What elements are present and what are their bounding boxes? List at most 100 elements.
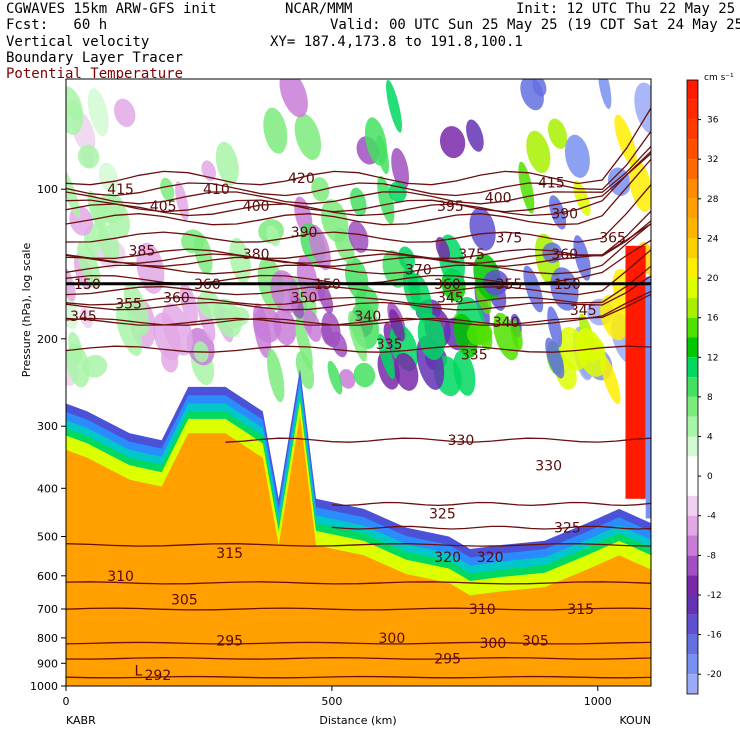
y-tick-label: 400 [37,482,58,495]
theta-contour [66,345,651,353]
theta-contours [66,107,651,679]
contour-label: 355 [115,297,142,313]
velocity-cell [181,229,205,254]
contour-label: 305 [171,593,198,609]
colorbar-band [687,416,698,437]
contour-label: 350 [291,290,318,306]
colorbar-label: 28 [707,195,719,205]
theta-contour [66,275,651,311]
theta-contour [66,220,651,264]
theta-contour [66,657,651,660]
contour-label: 360 [163,290,190,306]
velocity-cell [353,362,376,388]
contour-label: 315 [567,602,594,618]
theta-contour [66,107,651,186]
velocity-cell [439,126,466,159]
theta-contour [66,607,651,611]
colorbar-label: 8 [707,393,713,403]
velocity-cell [222,306,250,328]
contour-label: 295 [434,651,461,667]
colorbar-band [687,595,698,615]
contour-labels: 415 410 420 405 400 395 400 415 390 390 375 385 380 3… [70,171,626,684]
theta-contour [331,525,651,530]
velocity-cell [198,289,220,319]
velocity-cell [377,175,395,224]
plot-frame [65,78,652,687]
updraft-column [625,245,646,499]
theta-contour [66,153,651,213]
contour-label: 420 [288,171,315,187]
velocity-cell [407,270,420,306]
contour-label: 300 [379,631,406,647]
velocity-cell [348,220,369,253]
colorbar-band [687,357,698,378]
contour-label: 345 [437,290,464,306]
velocity-cell [614,114,637,167]
contour-label: 320 [434,550,461,566]
theta-contour [66,158,651,226]
colorbar-label: 12 [707,353,718,363]
velocity-cell [435,236,450,262]
velocity-cell [79,307,93,329]
colorbar-band [687,456,698,496]
field-potential-temperature: Potential Temperature [6,66,184,82]
velocity-cell [532,79,547,97]
velocity-cell [87,88,109,137]
contour-label: 385 [129,244,156,260]
velocity-cell [311,177,330,202]
velocity-cell [355,286,379,319]
velocity-cell [542,242,563,264]
velocity-cell [327,360,343,395]
velocity-cell [67,100,82,121]
colorbar-band [687,674,698,694]
contour-label: 355 [496,277,523,293]
colorbar: 36 32 28 24 20 16 12 8 4 0 -4 -8 -12 -16 -20 [686,79,722,695]
velocity-cell [160,347,179,373]
velocity-cell [389,309,405,342]
y-tick-label: 700 [37,603,58,616]
contour-label: 325 [554,521,581,537]
velocity-cell [114,98,136,127]
colorbar-band [687,119,698,140]
colorbar-band [687,159,698,179]
contour-label: 390 [551,207,578,223]
velocity-cell [253,306,282,343]
contour-label: 410 [203,182,230,198]
contour-label: 360 [551,247,578,263]
velocity-cell [466,119,484,152]
contour-label: 300 [480,636,507,652]
y-tick-label: 300 [37,420,58,433]
contour-label: 335 [461,347,488,363]
velocity-cell [116,304,143,356]
colorbar-band [687,377,698,397]
theta-contour [66,641,651,645]
theta-contour [66,543,651,547]
colorbar-label: 20 [707,274,719,284]
theta-contour [66,150,651,217]
colorbar-band [687,634,698,655]
velocity-cell [294,113,322,160]
contour-label: 325 [429,507,456,523]
velocity-cell [377,333,395,379]
downdraft-column [645,276,651,519]
theta-contour [66,675,651,679]
contour-label: 390 [291,225,318,241]
velocity-cell [545,337,565,379]
tropopause-label: 150 [314,277,341,293]
colorbar-band [687,99,698,120]
contour-label: 400 [243,199,270,215]
low-marker: L [135,663,143,679]
colorbar-band [687,179,698,199]
theta-contour [66,249,651,296]
colorbar-band [687,436,698,457]
organization: NCAR/MMM [285,1,353,17]
velocity-cell [294,317,313,370]
colorbar-label: -20 [707,670,722,680]
contour-label: 345 [70,309,97,325]
theta-contour [66,210,651,260]
y-axis-title: Pressure (hPa), log scale [20,243,33,378]
contour-label: 330 [448,433,475,449]
velocity-cell [267,348,285,403]
contour-label: 292 [145,668,172,684]
